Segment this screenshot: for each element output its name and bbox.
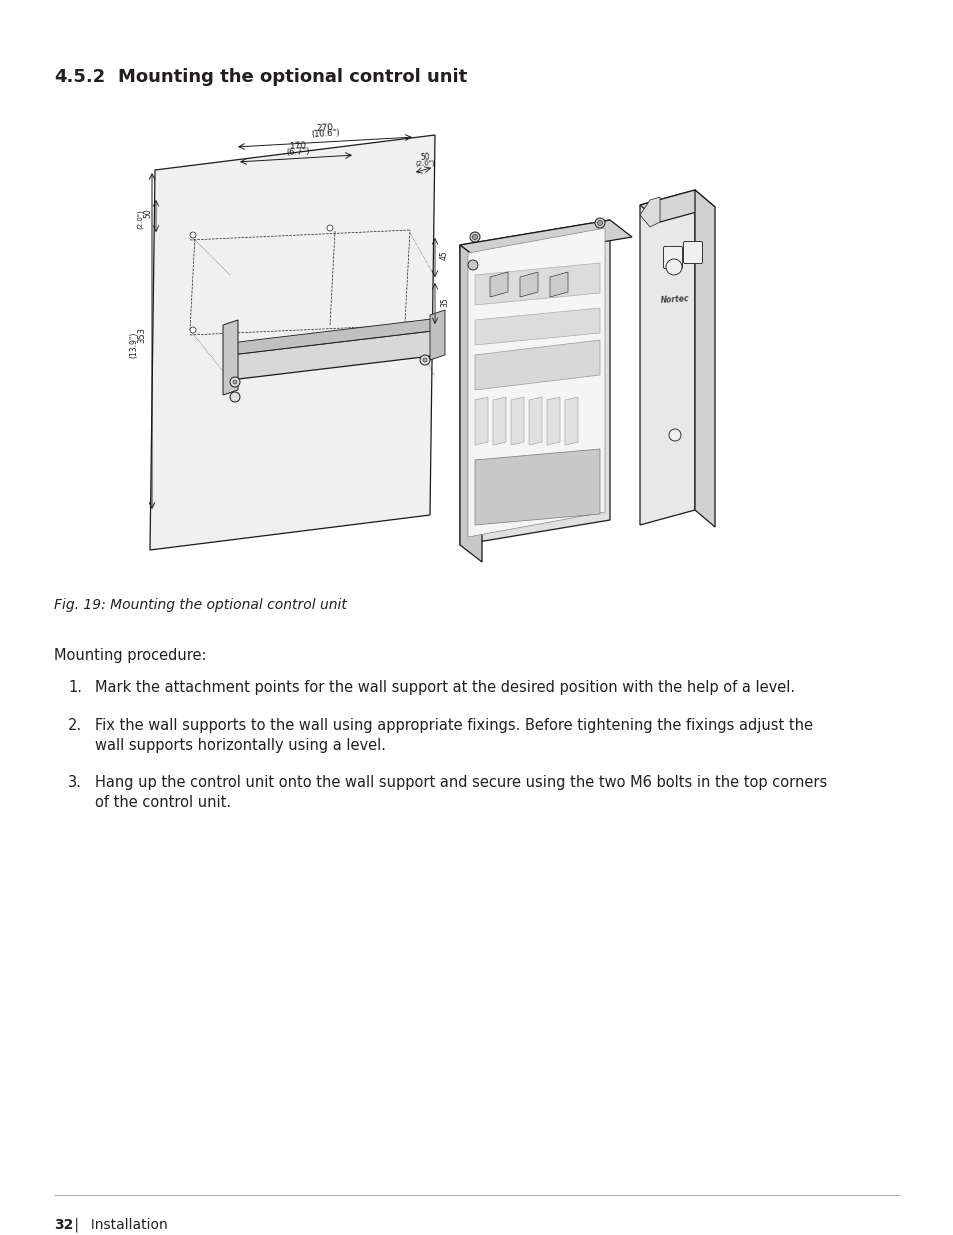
Circle shape	[230, 377, 240, 387]
Circle shape	[668, 429, 680, 441]
Polygon shape	[493, 396, 505, 445]
Circle shape	[595, 219, 604, 228]
Text: 270: 270	[315, 124, 334, 133]
Text: Mounting the optional control unit: Mounting the optional control unit	[118, 68, 467, 86]
FancyBboxPatch shape	[662, 247, 681, 268]
Text: 1.: 1.	[68, 680, 82, 695]
Text: 50: 50	[143, 209, 152, 217]
Polygon shape	[475, 340, 599, 390]
Polygon shape	[639, 190, 714, 222]
Text: Fig. 19: Mounting the optional control unit: Fig. 19: Mounting the optional control u…	[54, 598, 347, 613]
Text: 170: 170	[289, 141, 307, 151]
Text: 45: 45	[439, 251, 449, 259]
Polygon shape	[639, 198, 659, 227]
Circle shape	[190, 232, 195, 238]
Polygon shape	[695, 190, 714, 527]
Circle shape	[190, 327, 195, 333]
Text: 35: 35	[439, 298, 449, 306]
Text: Hang up the control unit onto the wall support and secure using the two M6 bolts: Hang up the control unit onto the wall s…	[95, 776, 826, 790]
Text: (13.9"): (13.9")	[130, 332, 138, 358]
Polygon shape	[468, 228, 604, 537]
Text: 2.: 2.	[68, 718, 82, 734]
Polygon shape	[230, 317, 439, 354]
Text: 3.: 3.	[68, 776, 82, 790]
Circle shape	[470, 232, 479, 242]
Circle shape	[472, 235, 477, 240]
Text: (2.0"): (2.0")	[415, 159, 435, 167]
Polygon shape	[475, 263, 599, 305]
Text: Mark the attachment points for the wall support at the desired position with the: Mark the attachment points for the wall …	[95, 680, 794, 695]
Text: Mounting procedure:: Mounting procedure:	[54, 648, 206, 663]
Polygon shape	[546, 396, 559, 445]
Polygon shape	[430, 310, 444, 359]
Text: Fix the wall supports to the wall using appropriate fixings. Before tightening t: Fix the wall supports to the wall using …	[95, 718, 812, 734]
Polygon shape	[230, 330, 439, 380]
Polygon shape	[519, 272, 537, 296]
Polygon shape	[475, 308, 599, 345]
Polygon shape	[511, 396, 523, 445]
Polygon shape	[459, 245, 481, 562]
Polygon shape	[564, 396, 578, 445]
Text: Installation: Installation	[82, 1218, 168, 1233]
Circle shape	[230, 391, 240, 403]
Circle shape	[468, 261, 477, 270]
Text: 32: 32	[54, 1218, 73, 1233]
Circle shape	[597, 221, 602, 226]
Polygon shape	[459, 220, 609, 545]
FancyBboxPatch shape	[682, 242, 701, 263]
Polygon shape	[459, 220, 631, 262]
Polygon shape	[550, 272, 567, 296]
Circle shape	[327, 225, 333, 231]
Circle shape	[233, 380, 236, 384]
Circle shape	[422, 358, 427, 362]
Polygon shape	[150, 135, 435, 550]
Text: of the control unit.: of the control unit.	[95, 795, 231, 810]
Polygon shape	[529, 396, 541, 445]
Text: 353: 353	[137, 327, 147, 343]
Polygon shape	[639, 190, 695, 525]
Text: (2.0"): (2.0")	[136, 209, 143, 228]
Polygon shape	[475, 450, 599, 525]
Text: 4.5.2: 4.5.2	[54, 68, 105, 86]
Text: 50: 50	[419, 152, 430, 162]
Text: (6.7"): (6.7")	[286, 147, 310, 157]
Text: |: |	[70, 1218, 79, 1233]
Circle shape	[665, 259, 681, 275]
Text: wall supports horizontally using a level.: wall supports horizontally using a level…	[95, 739, 386, 753]
Circle shape	[419, 354, 430, 366]
Polygon shape	[475, 396, 488, 445]
Text: (10.6"): (10.6")	[310, 128, 339, 140]
Polygon shape	[223, 320, 237, 395]
Polygon shape	[490, 272, 507, 296]
Text: Nortec: Nortec	[659, 294, 689, 305]
